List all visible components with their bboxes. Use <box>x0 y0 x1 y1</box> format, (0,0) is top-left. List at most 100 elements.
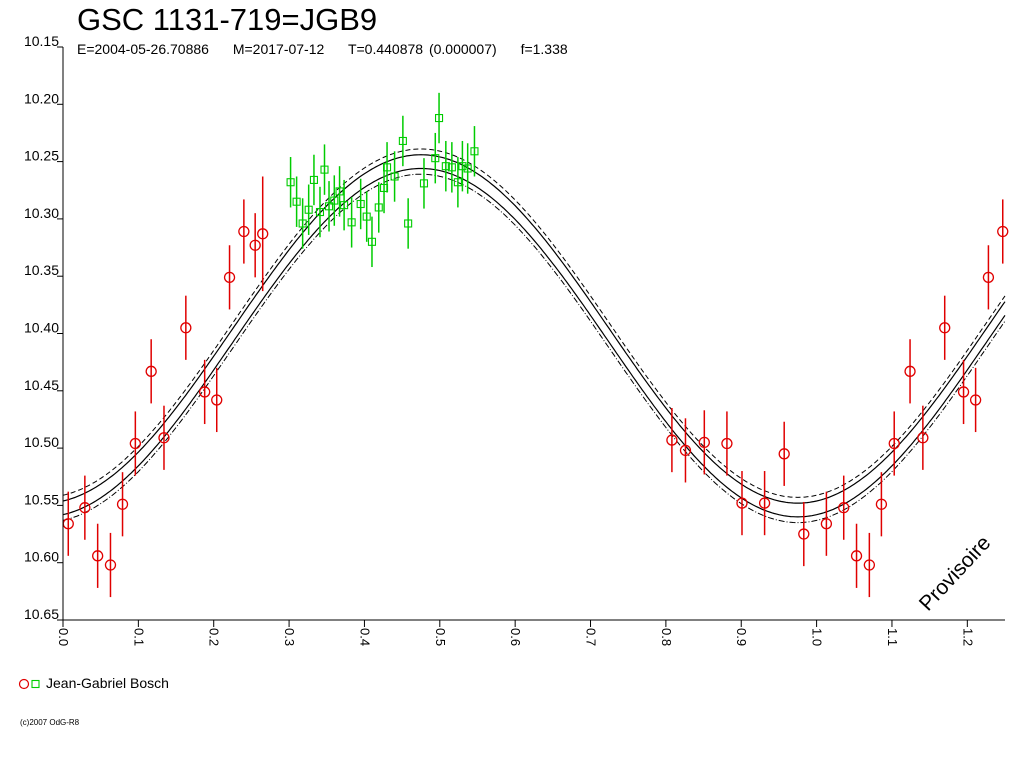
data-point-circle <box>180 322 192 334</box>
x-tick-label: 0.8 <box>659 628 674 646</box>
data-point-square <box>431 154 440 163</box>
y-tick-label: 10.25 <box>24 148 59 164</box>
y-tick-label: 10.55 <box>24 491 59 507</box>
x-tick-label: 1.2 <box>960 628 975 646</box>
axes: 10.15 10.20 10.25 10.30 10.35 10.40 10.45 10.50… <box>24 33 1005 646</box>
data-point-circle <box>698 436 710 449</box>
data-point-circle <box>666 434 678 446</box>
data-point-circle <box>997 225 1009 238</box>
y-tick-label: 10.65 <box>24 606 59 622</box>
legend: Jean-Gabriel Bosch <box>18 675 169 691</box>
model-envelope-outer-upper <box>62 148 1006 498</box>
chart-title: GSC 1131-719=JGB9 <box>77 2 378 37</box>
data-point-circle <box>129 437 141 450</box>
data-point-square <box>419 179 429 188</box>
data-point-square <box>458 162 467 171</box>
data-point-circle <box>249 239 261 251</box>
data-point-square <box>398 136 407 146</box>
data-point-circle <box>939 322 951 334</box>
y-tick-label: 10.20 <box>24 90 59 106</box>
x-tick-label: 0.7 <box>584 628 599 646</box>
data-point-circle <box>957 386 970 398</box>
data-point-circle <box>679 444 692 457</box>
data-point-square <box>390 172 399 181</box>
data-point-circle <box>257 228 269 240</box>
data-point-square <box>470 147 479 156</box>
data-point-square <box>315 207 325 217</box>
data-point-square <box>374 203 383 212</box>
model-envelope-outer-lower <box>62 173 1006 524</box>
watermark: Provisoire <box>915 531 996 615</box>
data-point-circle <box>116 498 129 510</box>
data-point-circle <box>798 528 810 540</box>
data-point-circle <box>79 502 91 514</box>
data-point-circle <box>199 386 211 398</box>
x-tick-label: 0.9 <box>734 628 749 646</box>
x-tick-label: 0.0 <box>56 628 71 646</box>
data-point-circle <box>223 271 236 283</box>
data-point-square <box>330 196 339 205</box>
data-point-circle <box>863 559 876 571</box>
x-tick-label: 0.4 <box>357 628 372 646</box>
data-point-circle <box>838 502 850 514</box>
data-point-circle <box>736 497 748 509</box>
y-tick-label: 10.45 <box>24 377 59 393</box>
data-point-circle <box>904 365 916 377</box>
data-point-circle <box>982 271 995 283</box>
data-point-square <box>347 218 356 227</box>
x-tick-label: 0.3 <box>282 628 297 646</box>
period-value: T=0.440878 (0.000007) <box>347 41 497 57</box>
data-point-circle <box>211 394 223 406</box>
data-point-square <box>441 162 450 171</box>
data-point-square <box>340 201 349 210</box>
factor-value: f=1.338 <box>520 41 568 57</box>
data-point-circle <box>875 498 888 510</box>
data-point-circle <box>778 448 790 460</box>
data-point-square <box>309 175 318 184</box>
x-tick-label: 0.5 <box>433 628 448 646</box>
data-point-circle <box>238 225 250 238</box>
data-point-square <box>292 197 301 206</box>
x-tick-label: 0.2 <box>207 628 222 646</box>
x-tick-label: 0.6 <box>508 628 523 646</box>
data-point-circle <box>888 437 900 450</box>
ephemeris-line: E=2004-05-26.70886 M=2017-07-12 T=0.4408… <box>77 40 586 58</box>
data-point-square <box>362 212 371 221</box>
data-point-circle <box>917 432 929 444</box>
data-point-square <box>382 163 392 172</box>
epoch-value: E=2004-05-26.70886 <box>77 41 209 57</box>
legend-marker-square <box>31 679 40 689</box>
data-point-circle <box>820 518 833 530</box>
data-point-square <box>447 163 456 172</box>
data-point-circle <box>92 550 104 562</box>
data-point-square <box>367 237 377 246</box>
data-point-square <box>286 178 295 187</box>
data-point-square <box>304 205 313 214</box>
data-point-square <box>320 165 329 174</box>
provisoire-watermark: Provisoire <box>915 531 996 615</box>
y-tick-label: 10.15 <box>24 33 59 49</box>
legend-label: Jean-Gabriel Bosch <box>46 675 169 691</box>
model-envelope-inner-lower <box>62 167 1006 518</box>
data-point-square <box>404 219 413 228</box>
data-point-square <box>453 178 462 187</box>
data-point-circle <box>104 559 117 571</box>
data-point-circle <box>850 550 863 562</box>
data-point-circle <box>158 432 170 444</box>
data-point-square <box>356 199 365 209</box>
y-tick-label: 10.30 <box>24 205 59 221</box>
data-point-square <box>434 114 444 123</box>
data-point-square <box>324 202 334 211</box>
data-points <box>62 92 1009 598</box>
data-point-circle <box>969 394 982 406</box>
legend-marker-circle <box>18 678 30 690</box>
model-envelope-inner-upper <box>62 154 1006 504</box>
y-tick-label: 10.35 <box>24 262 59 278</box>
data-point-square <box>298 219 307 228</box>
data-point-circle <box>721 437 733 450</box>
y-tick-label: 10.50 <box>24 434 59 450</box>
model-curves <box>62 148 1006 524</box>
y-tick-label: 10.40 <box>24 320 59 336</box>
x-tick-label: 1.1 <box>885 628 900 646</box>
